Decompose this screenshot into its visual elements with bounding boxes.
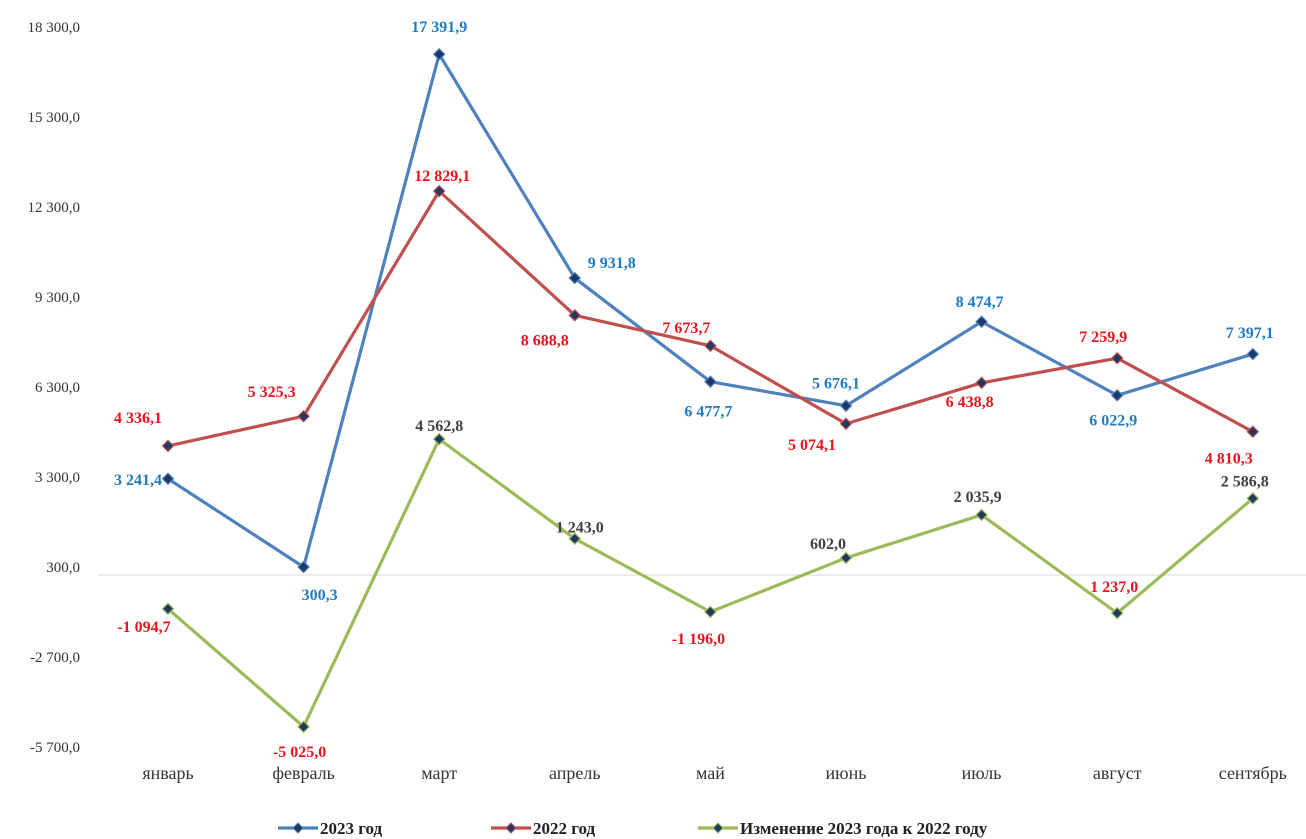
data-label: 1 243,0 bbox=[556, 520, 604, 537]
data-point bbox=[704, 339, 717, 353]
y-tick-label: 300,0 bbox=[46, 560, 80, 576]
y-tick-label: -2 700,0 bbox=[30, 650, 80, 666]
legend-item: 2023 год bbox=[278, 819, 383, 838]
data-label: 5 325,3 bbox=[248, 384, 296, 401]
data-point bbox=[161, 439, 175, 453]
data-label: 4 336,1 bbox=[114, 410, 162, 427]
legend-label: Изменение 2023 года к 2022 году bbox=[740, 819, 988, 838]
data-point bbox=[1110, 388, 1124, 402]
data-label: 300,3 bbox=[302, 587, 338, 604]
legend-swatch-marker bbox=[505, 822, 517, 834]
data-label: 7 397,1 bbox=[1226, 325, 1274, 342]
data-label: 8 474,7 bbox=[956, 294, 1004, 311]
data-label: 7 259,9 bbox=[1079, 329, 1127, 346]
data-point bbox=[839, 417, 853, 431]
x-tick-label: май bbox=[696, 763, 725, 783]
legend-item: 2022 год bbox=[491, 819, 596, 838]
data-point bbox=[568, 271, 582, 285]
data-label: 2 035,9 bbox=[954, 489, 1002, 506]
data-point bbox=[975, 508, 988, 522]
data-label: 3 241,4 bbox=[114, 472, 162, 489]
data-label: 5 074,1 bbox=[788, 437, 836, 454]
data-label: 1 237,0 bbox=[1090, 579, 1138, 596]
data-label: 602,0 bbox=[810, 536, 846, 553]
data-label: 6 477,7 bbox=[684, 404, 732, 421]
data-point bbox=[704, 375, 717, 389]
data-label: 5 676,1 bbox=[812, 376, 860, 393]
x-tick-label: февраль bbox=[272, 763, 335, 783]
data-point bbox=[1246, 347, 1260, 361]
y-tick-label: 18 300,0 bbox=[28, 20, 81, 36]
x-tick-label: сентябрь bbox=[1219, 763, 1287, 783]
data-point bbox=[704, 605, 717, 619]
data-point bbox=[839, 551, 853, 565]
data-label: -1 196,0 bbox=[672, 631, 725, 648]
data-point bbox=[568, 308, 582, 322]
data-labels: 3 241,4 300,3 17 391,9 9 931,8 6 477,7 5 676,… bbox=[114, 19, 1274, 761]
data-label: -1 094,7 bbox=[117, 619, 170, 636]
data-point bbox=[975, 315, 988, 329]
legend-swatch-marker bbox=[712, 822, 724, 834]
data-point bbox=[432, 432, 446, 446]
data-point bbox=[432, 184, 446, 198]
x-tick-label: июль bbox=[962, 763, 1002, 783]
data-label: 7 673,7 bbox=[662, 320, 710, 337]
data-point bbox=[297, 560, 310, 574]
x-tick-label: август bbox=[1093, 763, 1142, 783]
series-2 bbox=[161, 184, 1260, 453]
legend-item: Изменение 2023 года к 2022 году bbox=[698, 819, 988, 838]
legend: 2023 год 2022 год Изменение 2023 года к 20… bbox=[278, 819, 988, 838]
series-3 bbox=[161, 432, 1260, 734]
data-point bbox=[1246, 492, 1260, 505]
series-layer bbox=[161, 47, 1260, 734]
data-point bbox=[839, 399, 853, 413]
y-tick-label: 15 300,0 bbox=[28, 110, 81, 126]
y-axis: 18 300,0 15 300,0 12 300,0 9 300,0 6 300,0 3 … bbox=[28, 20, 81, 756]
data-label: 8 688,8 bbox=[521, 332, 569, 349]
x-tick-label: март bbox=[421, 763, 457, 783]
data-label: 4 562,8 bbox=[415, 418, 463, 435]
x-tick-label: июнь bbox=[826, 763, 867, 783]
x-axis: январь февраль март апрель май июнь июль август… bbox=[142, 763, 1287, 783]
data-point bbox=[297, 409, 310, 423]
data-point bbox=[568, 532, 582, 546]
y-tick-label: 6 300,0 bbox=[35, 380, 80, 396]
y-tick-label: 9 300,0 bbox=[35, 290, 80, 306]
data-label: 4 810,3 bbox=[1205, 451, 1253, 468]
y-tick-label: 3 300,0 bbox=[35, 470, 80, 486]
data-point bbox=[432, 47, 446, 61]
legend-label: 2023 год bbox=[320, 819, 383, 838]
data-label: 6 022,9 bbox=[1089, 412, 1137, 429]
data-point bbox=[1246, 425, 1260, 439]
data-label: -5 025,0 bbox=[273, 744, 326, 761]
legend-swatch-marker bbox=[292, 822, 304, 834]
data-label: 12 829,1 bbox=[414, 168, 470, 185]
data-label: 2 586,8 bbox=[1221, 473, 1269, 490]
y-tick-label: 12 300,0 bbox=[28, 200, 81, 216]
data-point bbox=[1110, 606, 1124, 620]
data-point bbox=[161, 602, 175, 616]
data-label: 6 438,8 bbox=[946, 394, 994, 411]
data-point bbox=[297, 720, 310, 734]
data-point bbox=[975, 376, 988, 390]
y-tick-label: -5 700,0 bbox=[30, 740, 80, 756]
x-tick-label: январь bbox=[142, 763, 193, 783]
series-1 bbox=[161, 47, 1260, 574]
legend-label: 2022 год bbox=[533, 819, 596, 838]
series-line bbox=[167, 52, 1254, 569]
data-label: 17 391,9 bbox=[411, 19, 467, 36]
data-label: 9 931,8 bbox=[588, 255, 636, 272]
data-point bbox=[1110, 351, 1124, 365]
x-tick-label: апрель bbox=[549, 763, 601, 783]
data-point bbox=[161, 472, 175, 486]
